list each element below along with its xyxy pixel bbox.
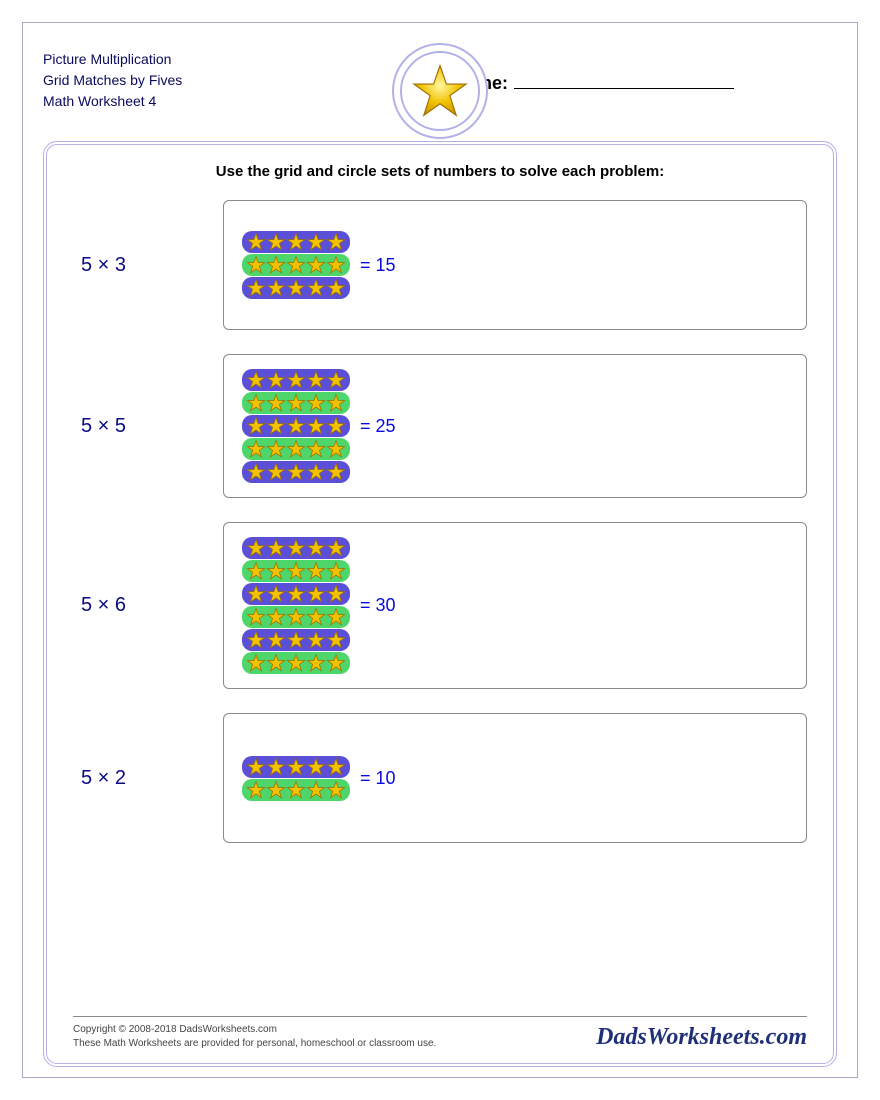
problem-box: = 30 — [223, 522, 807, 689]
footer-note: These Math Worksheets are provided for p… — [73, 1037, 436, 1051]
footer-left: Copyright © 2008-2018 DadsWorksheets.com… — [73, 1023, 436, 1051]
title-line-3: Math Worksheet 4 — [43, 91, 323, 112]
star-row — [242, 537, 350, 559]
answer: = 25 — [360, 416, 396, 437]
footer: Copyright © 2008-2018 DadsWorksheets.com… — [73, 1016, 807, 1051]
problem: 5 × 6 = 30 — [73, 522, 807, 689]
problem: 5 × 5 = 25 — [73, 354, 807, 498]
header: Picture Multiplication Grid Matches by F… — [43, 43, 837, 133]
footer-brand: DadsWorksheets.com — [596, 1024, 807, 1051]
answer: = 30 — [360, 595, 396, 616]
problems-list: 5 × 3 = 15 5 × 5 = 25 5 × 6 = 30 5 × 2 = 10 — [73, 200, 807, 1008]
problem-label: 5 × 5 — [73, 415, 223, 438]
star-row — [242, 779, 350, 801]
problem-box: = 25 — [223, 354, 807, 498]
name-input-line[interactable] — [514, 88, 734, 89]
star-grid — [242, 369, 350, 483]
star-row — [242, 560, 350, 582]
star-row — [242, 756, 350, 778]
star-row — [242, 277, 350, 299]
problem-box: = 10 — [223, 713, 807, 843]
star-icon — [411, 62, 469, 120]
star-row — [242, 583, 350, 605]
star-row — [242, 438, 350, 460]
star-row — [242, 606, 350, 628]
answer: = 15 — [360, 255, 396, 276]
problem-label: 5 × 2 — [73, 767, 223, 790]
star-grid — [242, 231, 350, 299]
title-line-2: Grid Matches by Fives — [43, 70, 323, 91]
problem: 5 × 2 = 10 — [73, 713, 807, 843]
star-row — [242, 369, 350, 391]
star-row — [242, 629, 350, 651]
star-row — [242, 392, 350, 414]
star-grid — [242, 756, 350, 801]
instructions: Use the grid and circle sets of numbers … — [73, 163, 807, 180]
star-row — [242, 254, 350, 276]
copyright: Copyright © 2008-2018 DadsWorksheets.com — [73, 1023, 436, 1037]
star-row — [242, 461, 350, 483]
star-grid — [242, 537, 350, 674]
problem-label: 5 × 3 — [73, 254, 223, 277]
title-line-1: Picture Multiplication — [43, 49, 323, 70]
header-title-block: Picture Multiplication Grid Matches by F… — [43, 43, 323, 112]
problem-label: 5 × 6 — [73, 594, 223, 617]
worksheet-page: Picture Multiplication Grid Matches by F… — [22, 22, 858, 1078]
star-badge — [392, 43, 488, 139]
problem-box: = 15 — [223, 200, 807, 330]
answer: = 10 — [360, 768, 396, 789]
problem: 5 × 3 = 15 — [73, 200, 807, 330]
star-row — [242, 415, 350, 437]
content-frame: Use the grid and circle sets of numbers … — [43, 141, 837, 1067]
star-row — [242, 652, 350, 674]
star-row — [242, 231, 350, 253]
